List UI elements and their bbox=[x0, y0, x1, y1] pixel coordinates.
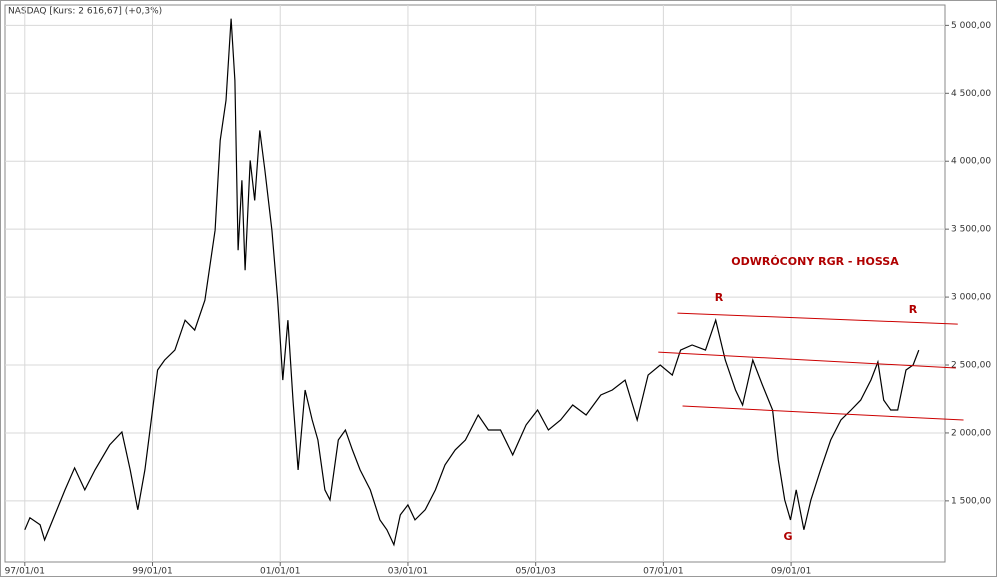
trendline bbox=[677, 312, 958, 325]
x-tick-label: 03/01/01 bbox=[388, 567, 428, 577]
y-tick-label: 5 000,00 bbox=[951, 21, 991, 31]
x-tick-label: 99/01/01 bbox=[132, 567, 172, 577]
y-tick-label: 2 000,00 bbox=[951, 428, 991, 438]
x-tick-label: 05/01/03 bbox=[515, 567, 555, 577]
plot-area bbox=[4, 4, 946, 563]
x-tick-label: 09/01/01 bbox=[771, 567, 811, 577]
annotation: G bbox=[783, 530, 792, 543]
y-tick-label: 4 000,00 bbox=[951, 157, 991, 167]
x-tick-label: 07/01/01 bbox=[643, 567, 683, 577]
y-tick-label: 3 000,00 bbox=[951, 293, 991, 303]
trendline bbox=[682, 405, 964, 421]
price-line bbox=[24, 18, 920, 547]
trendline bbox=[658, 351, 956, 369]
annotation: R bbox=[909, 303, 918, 316]
x-tick-label: 01/01/01 bbox=[260, 567, 300, 577]
x-tick-label: 97/01/01 bbox=[5, 567, 45, 577]
annotation: ODWRÓCONY RGR - HOSSA bbox=[731, 255, 899, 268]
y-tick-label: 3 500,00 bbox=[951, 225, 991, 235]
y-tick-label: 4 500,00 bbox=[951, 89, 991, 99]
y-tick-label: 1 500,00 bbox=[951, 496, 991, 506]
y-tick-label: 2 500,00 bbox=[951, 361, 991, 371]
annotation: R bbox=[715, 291, 724, 304]
chart-title: NASDAQ [Kurs: 2 616,67] (+0,3%) bbox=[8, 7, 162, 17]
